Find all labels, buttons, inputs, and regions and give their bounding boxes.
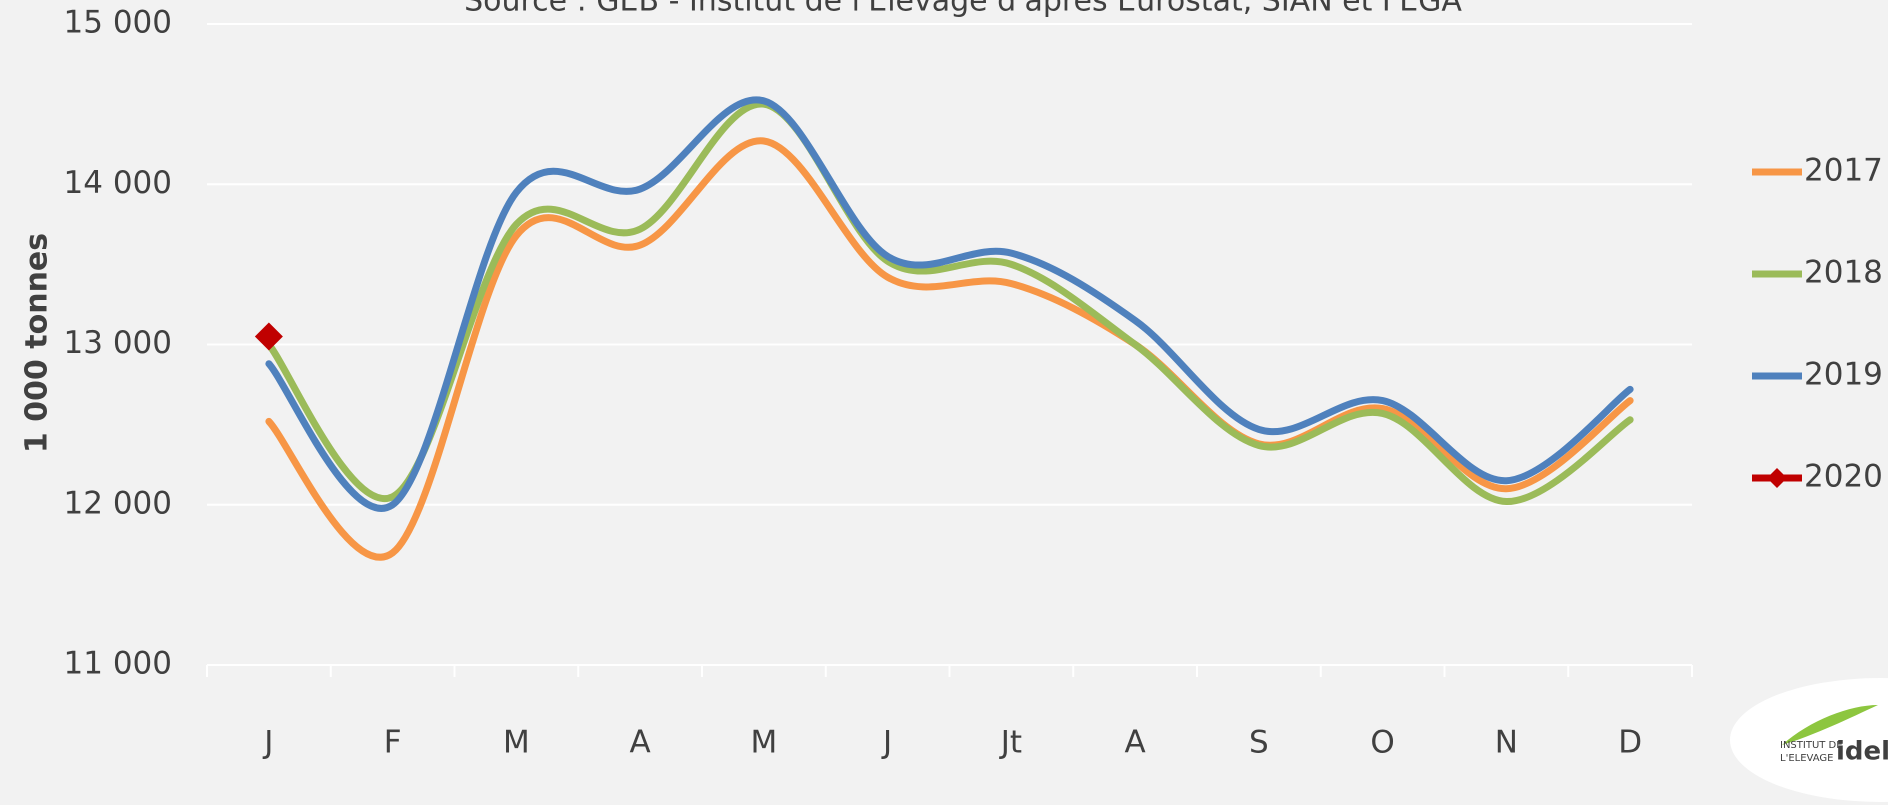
y-tick-label: 13 000 bbox=[64, 325, 172, 361]
x-tick-label: A bbox=[630, 725, 651, 761]
chart-title: Source : GEB - Institut de l'Elevage d'a… bbox=[464, 0, 1462, 19]
x-tick-label: D bbox=[1618, 725, 1642, 761]
y-axis-label: 1 000 tonnes bbox=[20, 233, 55, 453]
legend-label: 2019 bbox=[1804, 357, 1883, 393]
logo-brand: idele bbox=[1836, 737, 1888, 767]
logo-swoosh bbox=[1782, 705, 1878, 745]
x-tick-label: Jt bbox=[999, 725, 1022, 761]
line-series bbox=[265, 137, 1634, 561]
logo-background bbox=[1730, 678, 1888, 802]
legend-label: 2017 bbox=[1804, 153, 1883, 189]
x-tick-label: M bbox=[503, 725, 530, 761]
y-tick-label: 14 000 bbox=[64, 165, 172, 201]
legend-label: 2020 bbox=[1804, 459, 1883, 495]
y-tick-label: 11 000 bbox=[64, 646, 172, 682]
x-tick-label: O bbox=[1370, 725, 1394, 761]
logo: INSTITUT DE L'ELEVAGE idele bbox=[1730, 678, 1888, 802]
x-tick-label: J bbox=[262, 725, 273, 761]
y-tick-label: 12 000 bbox=[64, 485, 172, 521]
legend-label: 2018 bbox=[1804, 255, 1883, 291]
y-tick-label: 15 000 bbox=[64, 5, 172, 41]
x-tick-label: N bbox=[1495, 725, 1518, 761]
x-tick-label: S bbox=[1249, 725, 1269, 761]
logo-text: INSTITUT DE bbox=[1780, 740, 1843, 751]
point-marker bbox=[254, 322, 283, 351]
x-tick-label: F bbox=[384, 725, 402, 761]
x-tick-label: A bbox=[1125, 725, 1146, 761]
line-series bbox=[265, 100, 1634, 506]
logo-text: L'ELEVAGE bbox=[1780, 753, 1833, 764]
legend-marker bbox=[1767, 468, 1787, 488]
x-tick-label: M bbox=[751, 725, 778, 761]
x-tick-label: J bbox=[881, 725, 892, 761]
line-series bbox=[265, 96, 1634, 512]
